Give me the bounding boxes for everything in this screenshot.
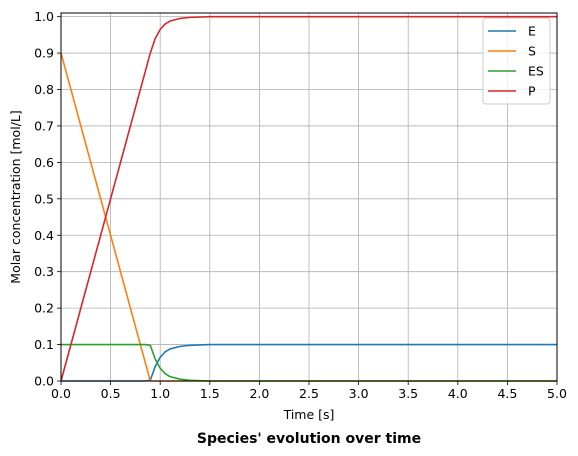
y-tick-label: 0.1 — [34, 337, 54, 352]
y-tick-label: 0.5 — [34, 191, 54, 206]
x-tick-label: 3.0 — [349, 386, 369, 401]
x-tick-label: 0.5 — [101, 386, 121, 401]
y-tick-label: 0.7 — [34, 118, 54, 133]
x-axis-ticks: 0.0 0.5 1.0 1.5 2.0 2.5 3.0 3.5 4.0 4.5 5.0 — [51, 381, 567, 401]
x-tick-label: 3.5 — [398, 386, 418, 401]
x-tick-label: 1.5 — [200, 386, 220, 401]
y-tick-label: 0.2 — [34, 301, 54, 316]
y-axis-ticks: 0.0 0.1 0.2 0.3 0.4 0.5 0.6 0.7 0.8 0.9 1.0 — [34, 9, 61, 388]
x-tick-label: 2.5 — [299, 386, 319, 401]
legend-label-s: S — [528, 44, 536, 59]
y-tick-label: 0.8 — [34, 82, 54, 97]
x-tick-label: 1.0 — [150, 386, 170, 401]
legend: ES ES P — [483, 18, 550, 104]
legend-label-es: ES — [528, 64, 544, 79]
y-tick-label: 0.4 — [34, 228, 54, 243]
y-tick-label: 0.0 — [34, 374, 54, 389]
y-tick-label: 0.9 — [34, 46, 54, 61]
legend-label-e: E — [528, 24, 536, 39]
y-tick-label: 0.3 — [34, 264, 54, 279]
x-tick-label: 0.0 — [51, 386, 71, 401]
x-tick-label: 2.0 — [249, 386, 269, 401]
chart-title: Species' evolution over time — [197, 431, 421, 447]
y-axis-label: Molar concentration [mol/L] — [8, 110, 23, 283]
x-tick-label: 4.5 — [497, 386, 517, 401]
x-tick-label: 5.0 — [547, 386, 567, 401]
legend-label-p: P — [528, 84, 536, 99]
x-tick-label: 4.0 — [448, 386, 468, 401]
y-tick-label: 1.0 — [34, 9, 54, 24]
x-axis-label: Time [s] — [283, 407, 335, 422]
y-tick-label: 0.6 — [34, 155, 54, 170]
